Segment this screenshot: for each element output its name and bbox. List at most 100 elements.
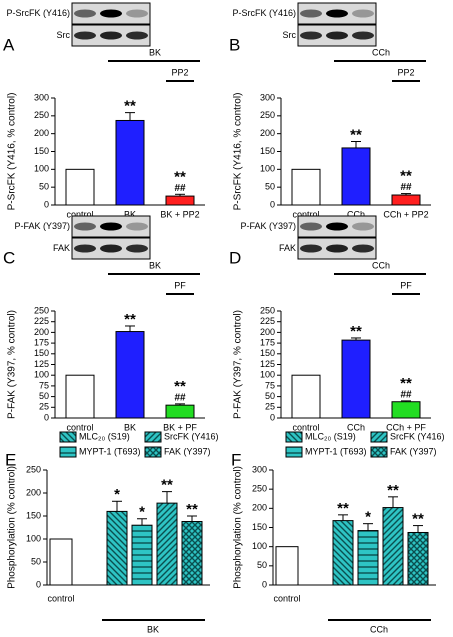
y-tick-label: 100: [260, 164, 275, 174]
bar: [156, 502, 178, 586]
y-axis-label: P-FAK (Y397, % control): [7, 310, 18, 419]
bar: [407, 531, 429, 586]
significance: **: [350, 126, 362, 143]
blot-row: [297, 2, 377, 25]
x-tick-label: BK: [124, 209, 136, 219]
legend-label: FAK (Y397): [390, 446, 437, 456]
x-tick-label: CCh + PP2: [383, 209, 428, 219]
blot-label: P-FAK (Y397): [14, 221, 70, 231]
legend-swatch: [144, 431, 162, 443]
legend-swatch: [59, 431, 77, 443]
y-tick-label: 250: [260, 110, 275, 120]
y-tick-label: 200: [34, 327, 49, 337]
x-tick-label: control: [273, 593, 300, 603]
y-axis-label: P-SrcFK (Y416, % control): [7, 93, 18, 211]
bar: [65, 168, 95, 206]
bar: [165, 404, 195, 419]
treatment-label: PP2: [397, 67, 414, 77]
significance: **: [400, 375, 412, 392]
significance: **: [186, 501, 198, 518]
y-axis-label: Phosphorylation (% control): [7, 466, 18, 589]
legend-label: SrcFK (Y416): [164, 431, 219, 441]
y-tick-label: 50: [39, 182, 49, 192]
y-tick-label: 200: [260, 327, 275, 337]
y-tick-label: 200: [260, 128, 275, 138]
x-tick-label: CCh: [347, 422, 365, 432]
y-tick-label: 250: [26, 464, 41, 474]
panel-letter: C: [3, 248, 15, 267]
y-tick-label: 150: [252, 522, 267, 532]
treatment-label: PP2: [171, 67, 188, 77]
panel-letter: B: [229, 35, 240, 54]
significance: **: [337, 500, 349, 517]
bar: [291, 168, 321, 206]
bar: [115, 331, 145, 419]
panel-letter: F: [231, 450, 241, 469]
significance: *: [365, 509, 371, 526]
y-tick-label: 100: [34, 164, 49, 174]
blot-row: [71, 237, 151, 260]
x-tick-label: control: [292, 209, 319, 219]
y-tick-label: 250: [260, 305, 275, 315]
y-tick-label: 175: [260, 337, 275, 347]
y-tick-label: 0: [270, 412, 275, 422]
y-tick-label: 0: [44, 412, 49, 422]
panel-letter: D: [229, 248, 241, 267]
y-tick-label: 200: [252, 503, 267, 513]
blot-label: P-SrcFK (Y416): [232, 8, 296, 18]
significance: *: [139, 504, 145, 521]
treatment-label: PF: [174, 280, 186, 290]
y-tick-label: 150: [260, 146, 275, 156]
blot-row: [71, 24, 151, 47]
blot-label: P-FAK (Y397): [240, 221, 296, 231]
y-tick-label: 125: [34, 359, 49, 369]
y-tick-label: 50: [265, 391, 275, 401]
panel-letter: E: [5, 450, 16, 469]
y-tick-label: 100: [26, 533, 41, 543]
y-tick-label: 175: [34, 337, 49, 347]
bar: [382, 507, 404, 586]
legend-label: MLC₂₀ (S19): [79, 431, 130, 441]
y-tick-label: 0: [270, 199, 275, 209]
significance: **: [124, 311, 136, 328]
treatment-label: PF: [400, 280, 412, 290]
y-tick-label: 50: [31, 556, 41, 566]
bar: [106, 510, 128, 586]
x-tick-label: control: [66, 422, 93, 432]
bar: [357, 530, 379, 586]
legend-label: MYPT-1 (T693): [79, 446, 141, 456]
y-tick-label: 50: [39, 391, 49, 401]
y-tick-label: 250: [34, 110, 49, 120]
x-tick-label: CCh: [347, 209, 365, 219]
significance: **: [350, 323, 362, 340]
bar: [332, 520, 354, 586]
y-axis-label: P-SrcFK (Y416, % control): [233, 93, 244, 211]
y-tick-label: 0: [36, 579, 41, 589]
y-tick-label: 200: [34, 128, 49, 138]
blot-label: Src: [57, 30, 71, 40]
bar: [131, 524, 153, 586]
significance: ##: [400, 390, 412, 401]
y-tick-label: 25: [39, 402, 49, 412]
y-tick-label: 75: [265, 380, 275, 390]
bar: [181, 521, 203, 586]
legend-label: SrcFK (Y416): [390, 431, 445, 441]
blot-label: Src: [283, 30, 297, 40]
blot-label: P-SrcFK (Y416): [6, 8, 70, 18]
significance: **: [161, 477, 173, 494]
treatment-label: BK: [149, 47, 161, 57]
blot-label: FAK: [279, 243, 296, 253]
bar: [275, 546, 299, 586]
y-tick-label: 75: [39, 380, 49, 390]
x-tick-label: control: [47, 593, 74, 603]
bar: [391, 401, 421, 419]
y-tick-label: 300: [34, 92, 49, 102]
legend-swatch: [285, 446, 303, 458]
significance: **: [387, 482, 399, 499]
bar: [291, 374, 321, 419]
significance: **: [174, 168, 186, 185]
blot-row: [71, 2, 151, 25]
y-axis-label: P-FAK (Y397, % control): [233, 310, 244, 419]
x-tick-label: BK: [124, 422, 136, 432]
y-tick-label: 100: [252, 541, 267, 551]
